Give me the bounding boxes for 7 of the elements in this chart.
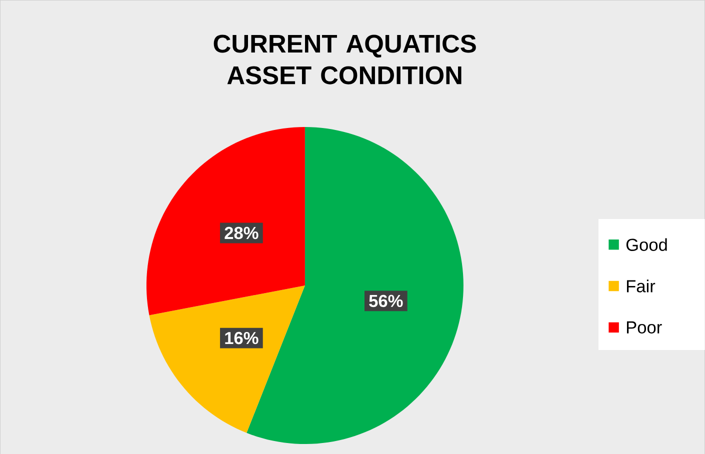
legend-label: Good	[626, 238, 667, 251]
data-label: 56%	[369, 294, 403, 307]
legend-label: Fair	[626, 279, 656, 292]
data-label: 28%	[224, 226, 258, 239]
chart-title: CURRENT AQUATICS ASSET CONDITION	[214, 34, 476, 84]
legend-label: Poor	[626, 321, 662, 334]
data-label: 16%	[225, 332, 258, 344]
